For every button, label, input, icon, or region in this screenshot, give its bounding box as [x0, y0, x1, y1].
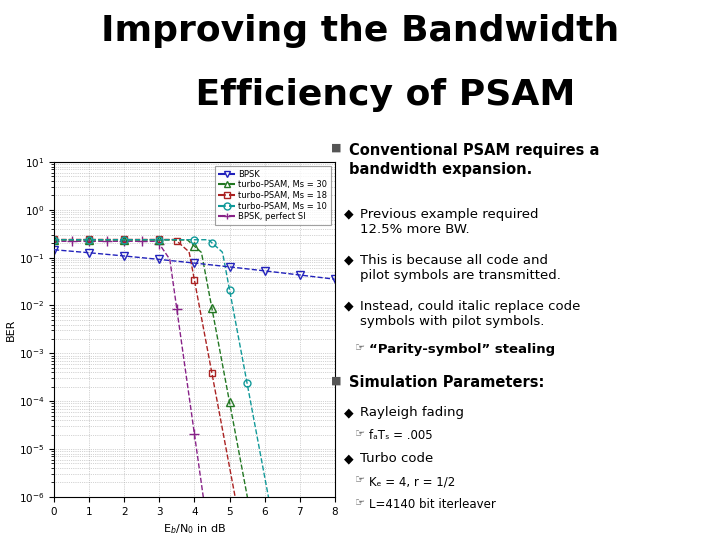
Text: ■: ■	[331, 375, 342, 386]
Text: ◆: ◆	[344, 452, 354, 465]
Text: Previous example required
12.5% more BW.: Previous example required 12.5% more BW.	[360, 208, 539, 236]
Text: ☞: ☞	[355, 429, 365, 440]
Text: Efficiency of PSAM: Efficiency of PSAM	[145, 78, 575, 112]
Y-axis label: BER: BER	[6, 318, 16, 341]
Text: Conventional PSAM requires a
bandwidth expansion.: Conventional PSAM requires a bandwidth e…	[349, 143, 600, 177]
Legend: BPSK, turbo-PSAM, Ms = 30, turbo-PSAM, Ms = 18, turbo-PSAM, Ms = 10, BPSK, perfe: BPSK, turbo-PSAM, Ms = 30, turbo-PSAM, M…	[215, 166, 330, 225]
Text: Kₑ = 4, r = 1/2: Kₑ = 4, r = 1/2	[369, 475, 456, 488]
Text: Improving the Bandwidth: Improving the Bandwidth	[101, 14, 619, 48]
Text: ■: ■	[331, 143, 342, 153]
Text: ◆: ◆	[344, 254, 354, 267]
Text: ◆: ◆	[344, 406, 354, 419]
Text: This is because all code and
pilot symbols are transmitted.: This is because all code and pilot symbo…	[360, 254, 561, 282]
Text: L=4140 bit iterleaver: L=4140 bit iterleaver	[369, 498, 496, 511]
Text: ☞: ☞	[355, 498, 365, 508]
Text: ◆: ◆	[344, 208, 354, 221]
Text: “Parity-symbol” stealing: “Parity-symbol” stealing	[369, 343, 556, 356]
Text: Simulation Parameters:: Simulation Parameters:	[349, 375, 544, 390]
Text: fₐTₛ = .005: fₐTₛ = .005	[369, 429, 433, 442]
Text: Instead, could italic replace code
symbols with pilot symbols.: Instead, could italic replace code symbo…	[360, 300, 580, 328]
Text: ☞: ☞	[355, 475, 365, 485]
X-axis label: E$_b$/N$_0$ in dB: E$_b$/N$_0$ in dB	[163, 522, 226, 536]
Text: Rayleigh fading: Rayleigh fading	[360, 406, 464, 419]
Text: ☞: ☞	[355, 343, 365, 353]
Text: ◆: ◆	[344, 300, 354, 313]
Text: Turbo code: Turbo code	[360, 452, 433, 465]
